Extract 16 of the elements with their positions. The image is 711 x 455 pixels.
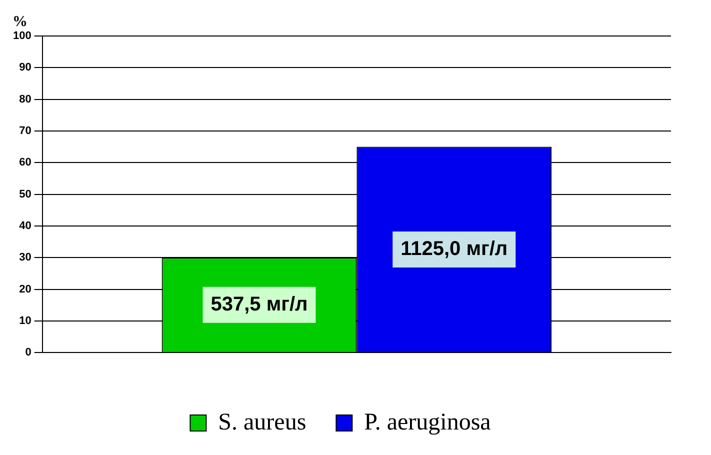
y-tick-label: 60: [19, 156, 32, 169]
y-tick-label: 50: [19, 188, 32, 200]
y-axis-title: %: [12, 14, 28, 30]
y-tick-label: 10: [19, 314, 32, 327]
y-tick-label: 90: [19, 62, 32, 74]
y-tick-label: 70: [19, 125, 32, 138]
legend-label: P. aeruginosa: [364, 409, 492, 436]
annotation: 537,5 мг/л: [210, 293, 308, 316]
y-tick-label: 0: [25, 346, 32, 359]
y-tick-label: 30: [19, 252, 32, 264]
legend-label: S. aureus: [218, 409, 306, 436]
y-tick-label: 40: [19, 220, 32, 232]
y-tick-label: 100: [12, 30, 32, 42]
y-tick-label: 20: [19, 283, 32, 296]
y-tick-label: 80: [19, 93, 32, 106]
annotation: 1125,0 мг/л: [400, 238, 508, 260]
